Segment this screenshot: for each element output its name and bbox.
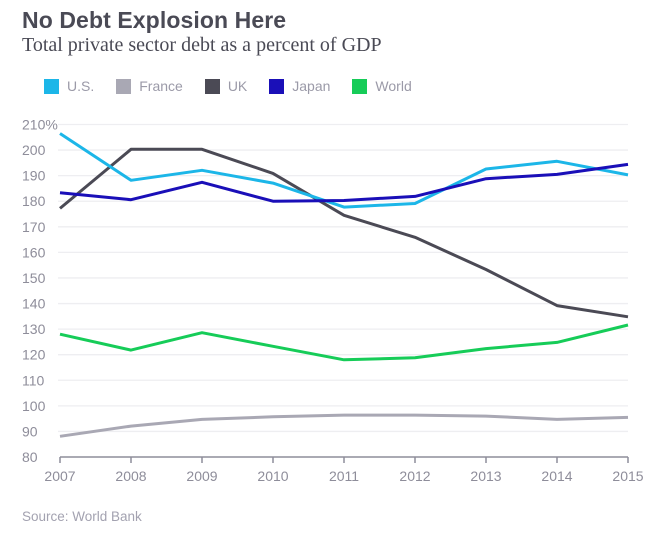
x-tick-label: 2008 <box>115 468 146 484</box>
y-tick-label: 150 <box>22 270 46 286</box>
legend-item-japan: Japan <box>269 78 330 94</box>
legend-swatch-uk <box>204 78 220 94</box>
legend-label-uk: UK <box>227 78 248 94</box>
y-tick-label: 200 <box>22 142 46 158</box>
chart-title: No Debt Explosion Here <box>22 7 287 33</box>
legend-label-france: France <box>139 78 183 94</box>
y-tick-label: 90 <box>22 423 38 439</box>
series-line-us <box>59 132 629 209</box>
source-note: Source: World Bank <box>22 509 142 524</box>
y-axis-labels: 80 90 100 110 120 130 140 150 160 170 180 190 200 210… <box>22 117 58 466</box>
x-tick-label: 2014 <box>541 468 572 484</box>
y-tick-label: 120 <box>22 347 46 363</box>
series-line-japan <box>59 162 629 203</box>
y-tick-label: 190 <box>22 168 46 184</box>
legend-label-world: World <box>375 78 412 94</box>
legend-item-us: U.S. <box>44 78 94 94</box>
gridlines <box>58 123 628 433</box>
series-line-uk <box>59 147 629 319</box>
x-tick-label: 2010 <box>257 468 288 484</box>
legend: U.S. France UK Japan World <box>44 78 434 94</box>
legend-swatch-france <box>116 78 132 94</box>
y-tick-label: 130 <box>22 321 46 337</box>
legend-item-uk: UK <box>204 78 248 94</box>
x-tick-label: 2012 <box>399 468 430 484</box>
series-line-world <box>59 323 629 362</box>
legend-label-japan: Japan <box>292 78 331 94</box>
legend-swatch-us <box>44 78 59 94</box>
x-axis: 2007 2008 2009 2010 2011 2012 2013 2014 2015 <box>44 456 644 484</box>
legend-label-us: U.S. <box>67 78 95 94</box>
y-tick-label: 110 <box>22 372 45 388</box>
series-line-france <box>59 413 629 438</box>
legend-item-world: World <box>352 78 412 94</box>
y-tick-label: 180 <box>22 193 46 209</box>
x-tick-label: 2013 <box>470 468 501 484</box>
chart-subtitle: Total private sector debt as a percent o… <box>22 34 382 56</box>
y-tick-label: 160 <box>22 244 46 260</box>
y-tick-label: 80 <box>22 449 38 465</box>
x-tick-label: 2015 <box>612 468 643 484</box>
legend-swatch-world <box>352 78 368 94</box>
series-lines <box>59 132 629 438</box>
y-tick-label: 100 <box>22 398 46 414</box>
y-tick-label: 170 <box>22 219 46 235</box>
x-tick-label: 2009 <box>186 468 217 484</box>
y-tick-label: 140 <box>22 296 46 312</box>
legend-swatch-japan <box>269 78 285 94</box>
x-tick-label: 2011 <box>329 468 359 484</box>
y-tick-label: 210% <box>22 117 58 133</box>
legend-item-france: France <box>116 78 183 94</box>
x-tick-label: 2007 <box>44 468 75 484</box>
